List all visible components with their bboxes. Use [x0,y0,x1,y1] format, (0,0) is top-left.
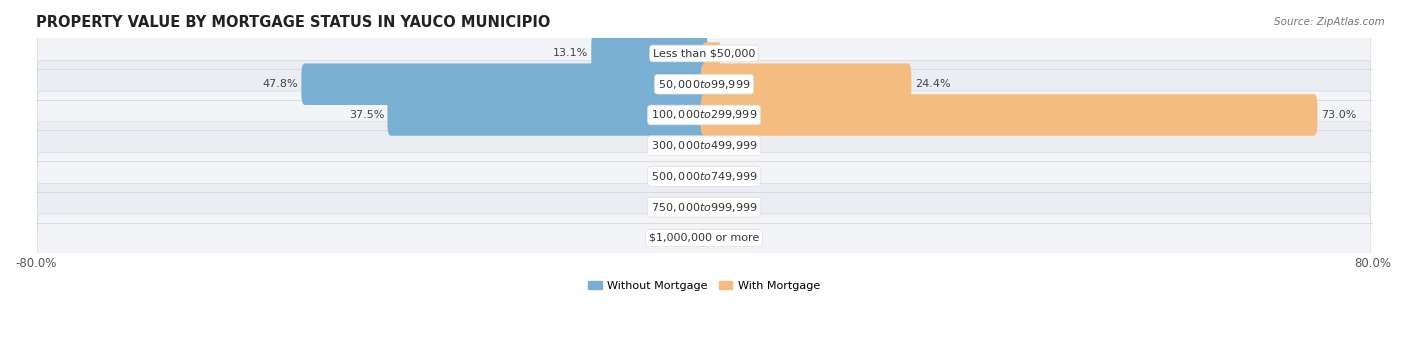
Text: 73.0%: 73.0% [1320,110,1355,120]
Text: 1.8%: 1.8% [725,48,754,59]
Text: 24.4%: 24.4% [915,79,950,89]
FancyBboxPatch shape [38,152,1371,201]
Text: Less than $50,000: Less than $50,000 [652,48,755,59]
Text: 0.0%: 0.0% [711,233,740,243]
FancyBboxPatch shape [700,94,1317,136]
FancyBboxPatch shape [301,63,707,105]
FancyBboxPatch shape [388,94,707,136]
Text: 37.5%: 37.5% [349,110,384,120]
Text: 13.1%: 13.1% [553,48,588,59]
Text: PROPERTY VALUE BY MORTGAGE STATUS IN YAUCO MUNICIPIO: PROPERTY VALUE BY MORTGAGE STATUS IN YAU… [35,15,550,30]
Text: Source: ZipAtlas.com: Source: ZipAtlas.com [1274,17,1385,27]
Text: 0.34%: 0.34% [659,172,695,181]
FancyBboxPatch shape [703,42,720,65]
Text: $500,000 to $749,999: $500,000 to $749,999 [651,170,758,183]
FancyBboxPatch shape [702,167,704,186]
FancyBboxPatch shape [702,229,704,247]
Text: 0.28%: 0.28% [659,233,695,243]
FancyBboxPatch shape [38,91,1371,139]
FancyBboxPatch shape [700,198,704,217]
Text: 0.22%: 0.22% [713,202,748,212]
FancyBboxPatch shape [592,33,707,74]
FancyBboxPatch shape [700,63,911,105]
FancyBboxPatch shape [38,30,1371,77]
Text: 47.8%: 47.8% [263,79,298,89]
Text: $300,000 to $499,999: $300,000 to $499,999 [651,139,758,152]
FancyBboxPatch shape [699,136,704,155]
Text: 0.0%: 0.0% [711,172,740,181]
FancyBboxPatch shape [704,198,706,216]
Legend: Without Mortgage, With Mortgage: Without Mortgage, With Mortgage [583,276,824,295]
FancyBboxPatch shape [704,136,709,155]
Text: $100,000 to $299,999: $100,000 to $299,999 [651,108,758,121]
FancyBboxPatch shape [38,122,1371,170]
Text: $1,000,000 or more: $1,000,000 or more [650,233,759,243]
Text: $50,000 to $99,999: $50,000 to $99,999 [658,78,751,91]
FancyBboxPatch shape [38,60,1371,108]
Text: $750,000 to $999,999: $750,000 to $999,999 [651,201,758,214]
Text: 0.54%: 0.54% [658,141,693,151]
Text: 0.5%: 0.5% [665,202,693,212]
FancyBboxPatch shape [38,214,1371,262]
FancyBboxPatch shape [38,183,1371,231]
Text: 0.53%: 0.53% [716,141,751,151]
